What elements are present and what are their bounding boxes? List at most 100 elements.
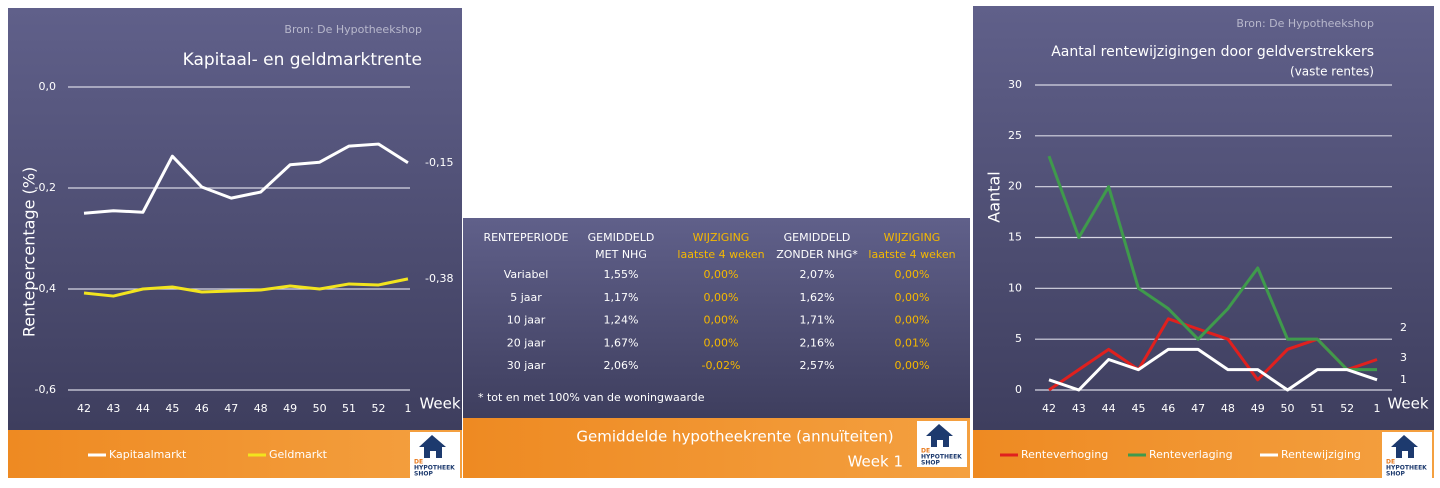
x-tick-label: 43	[106, 402, 120, 415]
x-tick-label: 45	[1131, 402, 1145, 415]
legend-label: Renteverhoging	[1021, 448, 1108, 461]
legend-label: Renteverlaging	[1149, 448, 1233, 461]
series-line	[1047, 155, 1378, 372]
y-tick-label: 25	[1008, 129, 1022, 142]
table-cell: 1,17%	[604, 291, 639, 304]
legend-label: Geldmarkt	[269, 448, 328, 461]
table-header: laatste 4 weken	[868, 248, 955, 261]
x-tick-label: 48	[1221, 402, 1235, 415]
value-label: -0,15	[425, 156, 453, 169]
x-axis-label: Week	[1387, 395, 1428, 413]
table-header: laatste 4 weken	[677, 248, 764, 261]
x-axis-label: Week	[419, 395, 460, 413]
logo-text: DE	[1386, 459, 1395, 466]
table-cell: 2,06%	[604, 359, 639, 372]
x-tick-label: 52	[372, 402, 386, 415]
table-subtitle: Week 1	[848, 453, 903, 471]
y-tick-label: 15	[1008, 231, 1022, 244]
y-tick-label: 10	[1008, 281, 1022, 294]
logo-text: DE	[414, 459, 423, 466]
value-label: 3	[1400, 351, 1407, 364]
x-tick-label: 46	[1161, 402, 1175, 415]
x-tick-label: 47	[1191, 402, 1205, 415]
table-cell: 1,71%	[800, 314, 835, 327]
value-label: -0,38	[425, 272, 453, 285]
table-cell: 0,00%	[895, 268, 930, 281]
y-axis-label: Aantal	[985, 171, 1004, 222]
source: Bron: De Hypotheekshop	[284, 23, 422, 36]
table-cell: 2,57%	[800, 359, 835, 372]
x-tick-label: 42	[1042, 402, 1056, 415]
y-tick-label: 0	[1015, 383, 1022, 396]
logo-house	[1391, 435, 1418, 458]
x-tick-label: 51	[342, 402, 356, 415]
table-cell: 1,62%	[800, 291, 835, 304]
x-tick-label: 47	[224, 402, 238, 415]
table-cell: Variabel	[504, 268, 549, 281]
y-tick-label: -0,2	[35, 181, 56, 194]
table-header: GEMIDDELD	[588, 231, 655, 244]
table-header: RENTEPERIODE	[483, 231, 568, 244]
table-cell: 0,01%	[895, 336, 930, 349]
table-cell: 30 jaar	[507, 359, 546, 372]
right-panel	[973, 6, 1434, 430]
table-header: GEMIDDELD	[784, 231, 851, 244]
legend-label: Rentewijziging	[1281, 448, 1361, 461]
x-tick-label: 45	[165, 402, 179, 415]
x-tick-label: 44	[136, 402, 150, 415]
x-tick-label: 49	[1251, 402, 1265, 415]
table-header: WIJZIGING	[884, 231, 941, 244]
table-header: ZONDER NHG*	[776, 248, 858, 261]
x-tick-label: 52	[1340, 402, 1354, 415]
logo-house	[419, 435, 446, 458]
table-cell: 0,00%	[704, 291, 739, 304]
series-line	[1048, 347, 1378, 392]
y-tick-label: 0,0	[39, 80, 57, 93]
legend-label: Kapitaalmarkt	[109, 448, 187, 461]
table-cell: 1,24%	[604, 314, 639, 327]
chart-title: Aantal rentewijzigingen door geldverstre…	[1051, 44, 1374, 60]
series-line	[83, 142, 409, 215]
left-panel	[8, 8, 462, 430]
table-footnote: * tot en met 100% van de woningwaarde	[478, 391, 705, 404]
table-cell: -0,02%	[702, 359, 741, 372]
y-tick-label: -0,4	[35, 282, 56, 295]
logo-text: SHOP	[921, 460, 940, 467]
logo-text: SHOP	[1386, 471, 1405, 478]
chart-title: Kapitaal- en geldmarktrente	[183, 50, 422, 70]
x-tick-label: 48	[254, 402, 268, 415]
source: Bron: De Hypotheekshop	[1236, 17, 1374, 30]
y-tick-label: 30	[1008, 78, 1022, 91]
table-cell: 0,00%	[895, 359, 930, 372]
table-cell: 2,16%	[800, 336, 835, 349]
x-tick-label: 51	[1310, 402, 1324, 415]
x-tick-label: 42	[77, 402, 91, 415]
x-tick-label: 49	[283, 402, 297, 415]
logo-text: HYPOTHEEK	[1386, 465, 1427, 472]
y-tick-label: 20	[1008, 180, 1022, 193]
left-legend-bar	[8, 430, 462, 478]
y-axis-label: Rentepercentage (%)	[20, 167, 39, 337]
x-tick-label: 44	[1102, 402, 1116, 415]
value-label: 2	[1400, 321, 1407, 334]
x-tick-label: 1	[1374, 402, 1381, 415]
x-tick-label: 46	[195, 402, 209, 415]
table-cell: 5 jaar	[510, 291, 542, 304]
table-title: Gemiddelde hypotheekrente (annuïteiten)	[576, 428, 893, 446]
table-header: MET NHG	[595, 248, 647, 261]
logo-text: HYPOTHEEK	[921, 454, 962, 461]
table-cell: 0,00%	[704, 268, 739, 281]
value-label: 1	[1400, 373, 1407, 386]
table-cell: 0,00%	[895, 314, 930, 327]
chart-subtitle: (vaste rentes)	[1290, 65, 1374, 79]
table-cell: 1,67%	[604, 336, 639, 349]
table-title-bar	[463, 418, 970, 478]
logo-text: SHOP	[414, 471, 433, 478]
x-tick-label: 1	[404, 402, 411, 415]
table-cell: 10 jaar	[507, 314, 546, 327]
y-tick-label: -0,6	[35, 383, 56, 396]
logo-house	[926, 424, 953, 447]
table-cell: 1,55%	[604, 268, 639, 281]
y-tick-label: 5	[1015, 332, 1022, 345]
